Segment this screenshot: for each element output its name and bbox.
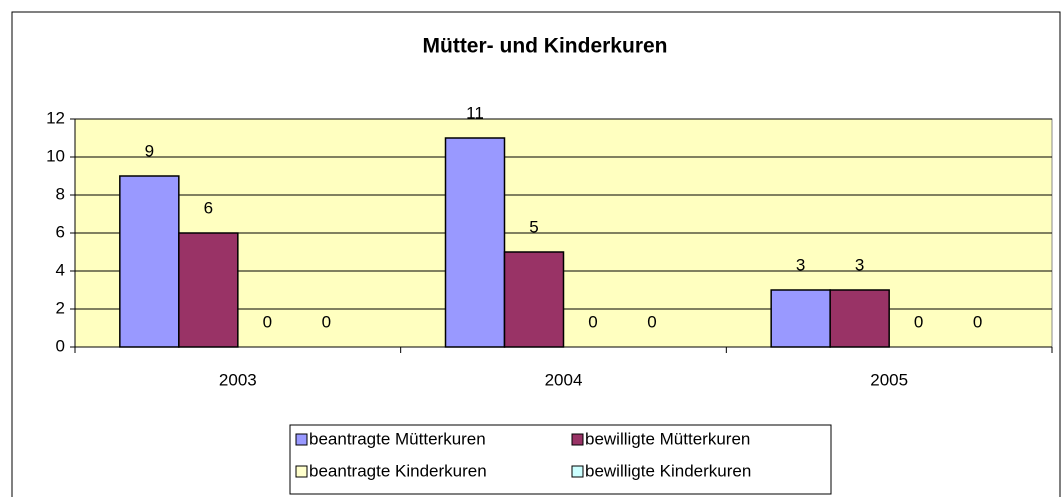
data-label: 0 <box>973 312 982 331</box>
legend-swatch <box>295 465 308 478</box>
bar <box>444 137 506 348</box>
y-tick-label: 8 <box>56 184 65 203</box>
x-tick-label: 2004 <box>545 370 583 389</box>
legend-swatch <box>295 433 308 446</box>
data-label: 9 <box>145 141 154 160</box>
y-tick-label: 6 <box>56 222 65 241</box>
data-label: 0 <box>263 312 272 331</box>
data-label: 0 <box>588 312 597 331</box>
bar <box>829 289 890 348</box>
data-label: 11 <box>466 103 484 122</box>
legend-box <box>289 424 832 495</box>
data-label: 0 <box>322 312 331 331</box>
y-tick-label: 2 <box>56 298 65 317</box>
legend-label: beantragte Mütterkuren <box>309 429 486 448</box>
bar <box>119 175 180 348</box>
data-label: 3 <box>855 255 864 274</box>
chart-title: Mütter- und Kinderkuren <box>423 35 668 58</box>
y-tick-label: 0 <box>56 336 65 355</box>
data-label: 0 <box>647 312 656 331</box>
x-tick-label: 2005 <box>870 370 908 389</box>
y-tick-label: 12 <box>46 108 65 127</box>
legend-swatch <box>571 433 584 446</box>
x-tick-label: 2003 <box>219 370 257 389</box>
legend-label: beantragte Kinderkuren <box>309 461 487 480</box>
bar <box>503 251 565 348</box>
bar <box>178 232 239 348</box>
data-label: 6 <box>204 198 213 217</box>
legend-swatch <box>571 465 584 478</box>
legend-label: bewilligte Mütterkuren <box>585 429 750 448</box>
legend-label: bewilligte Kinderkuren <box>585 461 751 480</box>
data-label: 3 <box>796 255 805 274</box>
bar <box>770 289 831 348</box>
y-tick-label: 10 <box>46 146 65 165</box>
data-label: 0 <box>914 312 923 331</box>
data-label: 5 <box>529 217 538 236</box>
y-tick-label: 4 <box>56 260 65 279</box>
